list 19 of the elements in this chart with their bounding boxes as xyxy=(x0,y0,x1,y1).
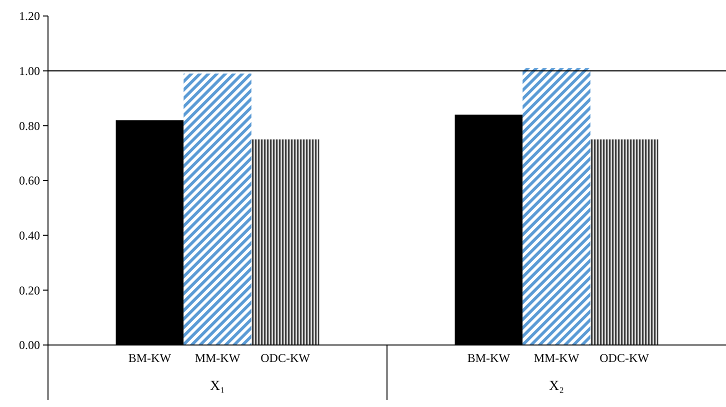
y-tick-label: 1.00 xyxy=(19,64,40,78)
bar xyxy=(184,74,252,345)
y-tick-label: 0.60 xyxy=(19,174,40,188)
series-label: BM-KW xyxy=(128,351,172,365)
series-label: ODC-KW xyxy=(260,351,311,365)
text: MM-KW xyxy=(534,351,580,365)
series-label: MM-KW xyxy=(194,351,241,365)
y-tick-label: 0.20 xyxy=(19,283,40,298)
bar xyxy=(251,139,320,345)
x-tick-label: X₂ xyxy=(549,379,564,394)
bar xyxy=(590,139,658,345)
y-tick-label: 0.40 xyxy=(19,228,40,243)
y-tick-label: 1.20 xyxy=(19,9,40,24)
x-tick-label: X₁ xyxy=(210,379,225,394)
text: ODC-KW xyxy=(600,351,649,365)
y-tick-label: 0.00 xyxy=(19,338,40,352)
text: BM-KW xyxy=(467,351,510,365)
bar xyxy=(522,68,590,345)
y-tick-label: 0.80 xyxy=(19,118,40,133)
